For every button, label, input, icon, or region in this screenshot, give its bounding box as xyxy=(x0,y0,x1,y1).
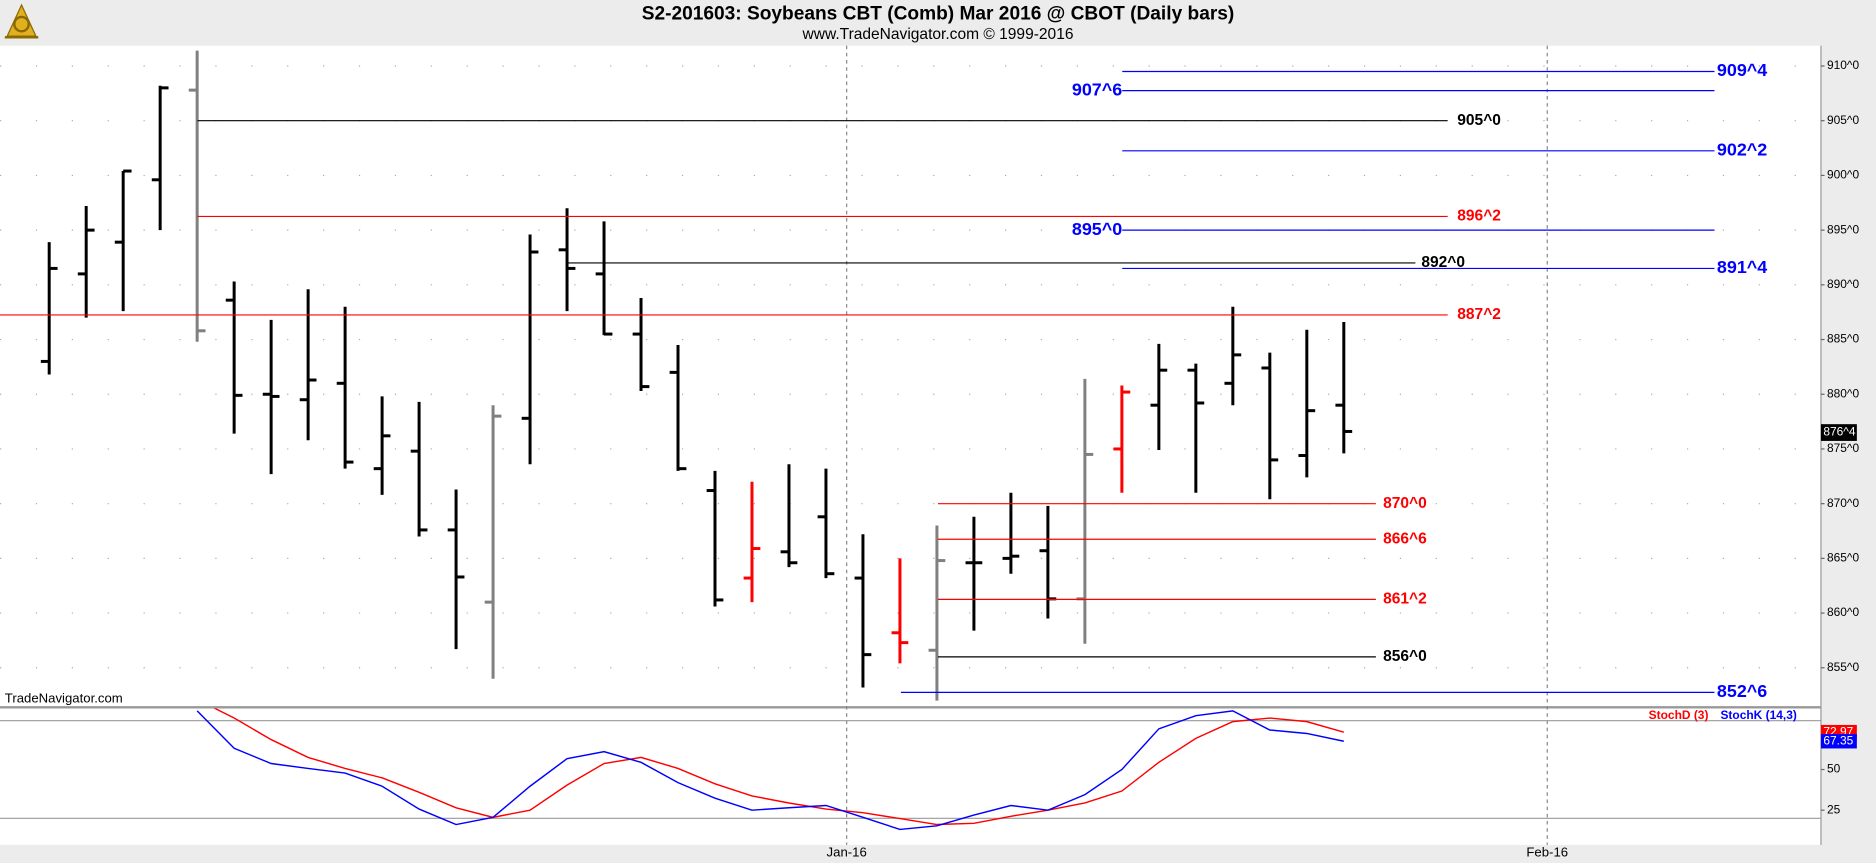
legend-entry: StochD (3) xyxy=(1649,708,1709,722)
x-tick-label: Jan-16 xyxy=(827,845,867,860)
y-tick-label: 870^0 xyxy=(1827,496,1860,510)
level-label: 861^2 xyxy=(1383,591,1427,608)
watermark: TradeNavigator.com xyxy=(5,690,123,705)
overlay: 855^0 860^0 865^0 870^0 875^0 880^0 885^0 890^0… xyxy=(0,45,1860,860)
y-tick-label: 880^0 xyxy=(1827,386,1860,400)
level-label: 856^0 xyxy=(1383,648,1427,665)
level-label: 892^0 xyxy=(1421,254,1465,271)
last-value-label: 67.35 xyxy=(1823,733,1853,747)
last-value-box xyxy=(1820,734,1857,749)
y-tick-label: 900^0 xyxy=(1827,168,1860,182)
price-plot xyxy=(0,50,1821,701)
stoch-line xyxy=(196,710,1344,831)
y-tick-label: 855^0 xyxy=(1827,660,1860,674)
y-tick-label: 895^0 xyxy=(1827,222,1860,236)
level-label: 852^6 xyxy=(1717,681,1767,701)
level-label: 887^2 xyxy=(1457,306,1501,323)
y-tick-label: 865^0 xyxy=(1827,551,1860,565)
level-label: 895^0 xyxy=(1072,219,1122,239)
y-tick-label: 890^0 xyxy=(1827,277,1860,291)
y-tick-label: 905^0 xyxy=(1827,113,1860,127)
stoch-plot xyxy=(0,708,1821,831)
last-price-box xyxy=(1820,424,1857,441)
x-tick-label: Feb-16 xyxy=(1526,845,1568,860)
y-tick-label: 910^0 xyxy=(1827,58,1860,72)
legend-entry: StochK (14,3) xyxy=(1720,708,1796,722)
price-panel xyxy=(0,45,1821,707)
y-tick-label: 885^0 xyxy=(1827,332,1860,346)
y-tick-label: 50 xyxy=(1827,762,1841,776)
level-label: 905^0 xyxy=(1457,112,1501,129)
last-price-label: 876^4 xyxy=(1823,425,1856,439)
level-label: 870^0 xyxy=(1383,495,1427,512)
stoch-panel xyxy=(0,708,1821,845)
y-tick-label: 25 xyxy=(1827,802,1841,816)
stoch-line xyxy=(213,708,1345,826)
chart-subtitle: www.TradeNavigator.com © 1999-2016 xyxy=(802,26,1074,43)
level-label: 896^2 xyxy=(1457,208,1501,225)
y-tick-label: 875^0 xyxy=(1827,441,1860,455)
level-label: 866^6 xyxy=(1383,530,1427,547)
level-label: 891^4 xyxy=(1717,257,1767,277)
level-label: 909^4 xyxy=(1717,60,1767,80)
y-tick-label: 860^0 xyxy=(1827,605,1860,619)
logo xyxy=(4,3,39,39)
chart-title: S2-201603: Soybeans CBT (Comb) Mar 2016 … xyxy=(642,4,1235,25)
level-label: 907^6 xyxy=(1072,79,1122,99)
level-label: 902^2 xyxy=(1717,140,1767,160)
